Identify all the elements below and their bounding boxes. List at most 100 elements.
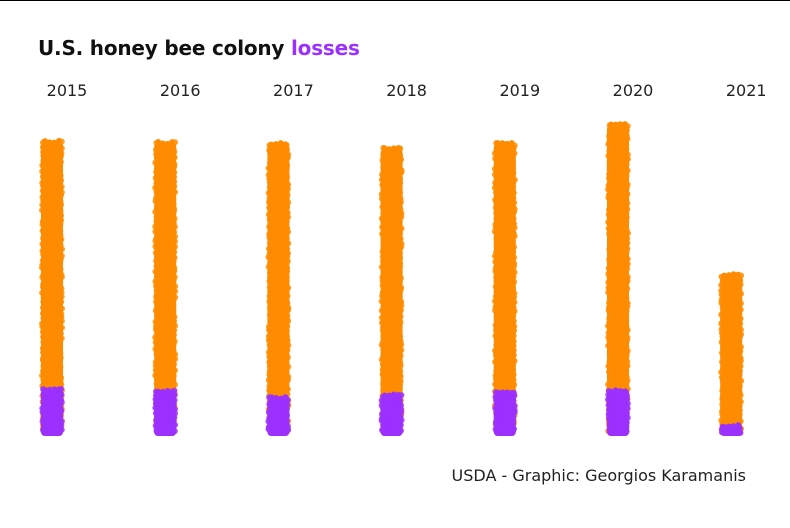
texture-dot	[719, 396, 726, 403]
texture-dot	[612, 387, 619, 394]
texture-dot	[380, 239, 387, 246]
texture-dot	[46, 386, 53, 393]
texture-dot	[605, 381, 612, 388]
texture-dot	[266, 284, 273, 291]
texture-dot	[725, 272, 732, 279]
texture-dot	[265, 263, 272, 270]
texture-dot	[721, 272, 728, 279]
texture-dot	[152, 422, 159, 429]
texture-dot	[623, 423, 630, 430]
texture-dot	[510, 145, 517, 152]
texture-dot	[58, 153, 65, 160]
texture-dot	[170, 297, 177, 304]
texture-dot	[510, 169, 517, 176]
texture-dot	[624, 191, 631, 198]
texture-dot	[623, 367, 630, 374]
texture-dot	[284, 185, 291, 192]
texture-dot	[380, 164, 387, 171]
texture-dot	[282, 394, 289, 401]
texture-dot	[284, 203, 291, 210]
texture-dot	[266, 184, 273, 191]
texture-dot	[492, 307, 499, 314]
texture-dot	[509, 239, 516, 246]
texture-dot	[492, 293, 499, 300]
texture-dot	[170, 258, 177, 265]
texture-dot	[509, 361, 516, 368]
texture-dot	[492, 381, 499, 388]
texture-dot	[283, 146, 290, 153]
texture-dot	[737, 357, 744, 364]
texture-dot	[492, 426, 499, 433]
texture-dot	[57, 330, 64, 337]
texture-dot	[397, 189, 404, 196]
texture-dot	[606, 165, 613, 172]
texture-dot	[606, 426, 613, 433]
loss-bar-2017	[265, 394, 292, 436]
texture-dot	[606, 358, 613, 365]
chart-title: U.S. honey bee colony losses	[38, 36, 360, 60]
texture-dot	[266, 353, 273, 360]
texture-dot	[511, 299, 518, 306]
texture-dot	[380, 186, 387, 193]
colony-bar-2015	[39, 137, 65, 436]
texture-dot	[735, 422, 742, 429]
texture-dot	[266, 401, 273, 408]
texture-dot	[170, 277, 177, 284]
texture-dot	[624, 400, 631, 407]
texture-dot	[58, 391, 65, 398]
texture-dot	[39, 227, 46, 234]
texture-dot	[511, 409, 518, 416]
texture-dot	[606, 418, 613, 425]
texture-dot	[284, 312, 291, 319]
texture-dot	[152, 237, 159, 244]
texture-dot	[736, 338, 743, 345]
texture-dot	[605, 363, 612, 370]
loss-bar-2019	[492, 389, 518, 436]
texture-dot	[624, 362, 631, 369]
texture-dot	[719, 401, 726, 408]
texture-dot	[159, 140, 166, 147]
texture-dot	[172, 288, 179, 295]
texture-dot	[171, 238, 178, 245]
texture-dot	[58, 426, 65, 433]
texture-dot	[605, 194, 612, 201]
texture-dot	[40, 338, 47, 345]
texture-dot	[40, 363, 47, 370]
texture-dot	[623, 214, 630, 221]
texture-dot	[606, 299, 613, 306]
texture-dot	[379, 277, 386, 284]
texture-dot	[379, 181, 386, 188]
texture-dot	[492, 268, 499, 275]
texture-dot	[378, 195, 385, 202]
texture-dot	[719, 377, 726, 384]
texture-dot	[624, 337, 631, 344]
texture-dot	[605, 329, 612, 336]
texture-dot	[511, 150, 518, 157]
texture-dot	[57, 343, 64, 350]
texture-dot	[170, 302, 177, 309]
texture-dot	[266, 204, 273, 211]
texture-dot	[510, 195, 517, 202]
texture-dot	[396, 322, 403, 329]
texture-dot	[265, 326, 272, 333]
texture-dot	[737, 281, 744, 288]
texture-dot	[172, 351, 179, 358]
texture-dot	[153, 293, 160, 300]
texture-dot	[265, 409, 272, 416]
texture-dot	[283, 407, 290, 414]
texture-dot	[718, 339, 725, 346]
texture-dot	[719, 387, 726, 394]
texture-dot	[606, 161, 613, 168]
texture-dot	[510, 312, 517, 319]
texture-dot	[152, 362, 159, 369]
texture-dot	[608, 121, 614, 128]
texture-dot	[624, 414, 631, 421]
texture-dot	[737, 343, 744, 350]
loss-bar-2021	[718, 422, 744, 436]
texture-dot	[171, 183, 178, 190]
texture-dot	[379, 426, 386, 433]
texture-dot	[283, 328, 290, 335]
texture-dot	[605, 279, 612, 286]
texture-dot	[718, 282, 725, 289]
bar-core	[493, 143, 516, 437]
